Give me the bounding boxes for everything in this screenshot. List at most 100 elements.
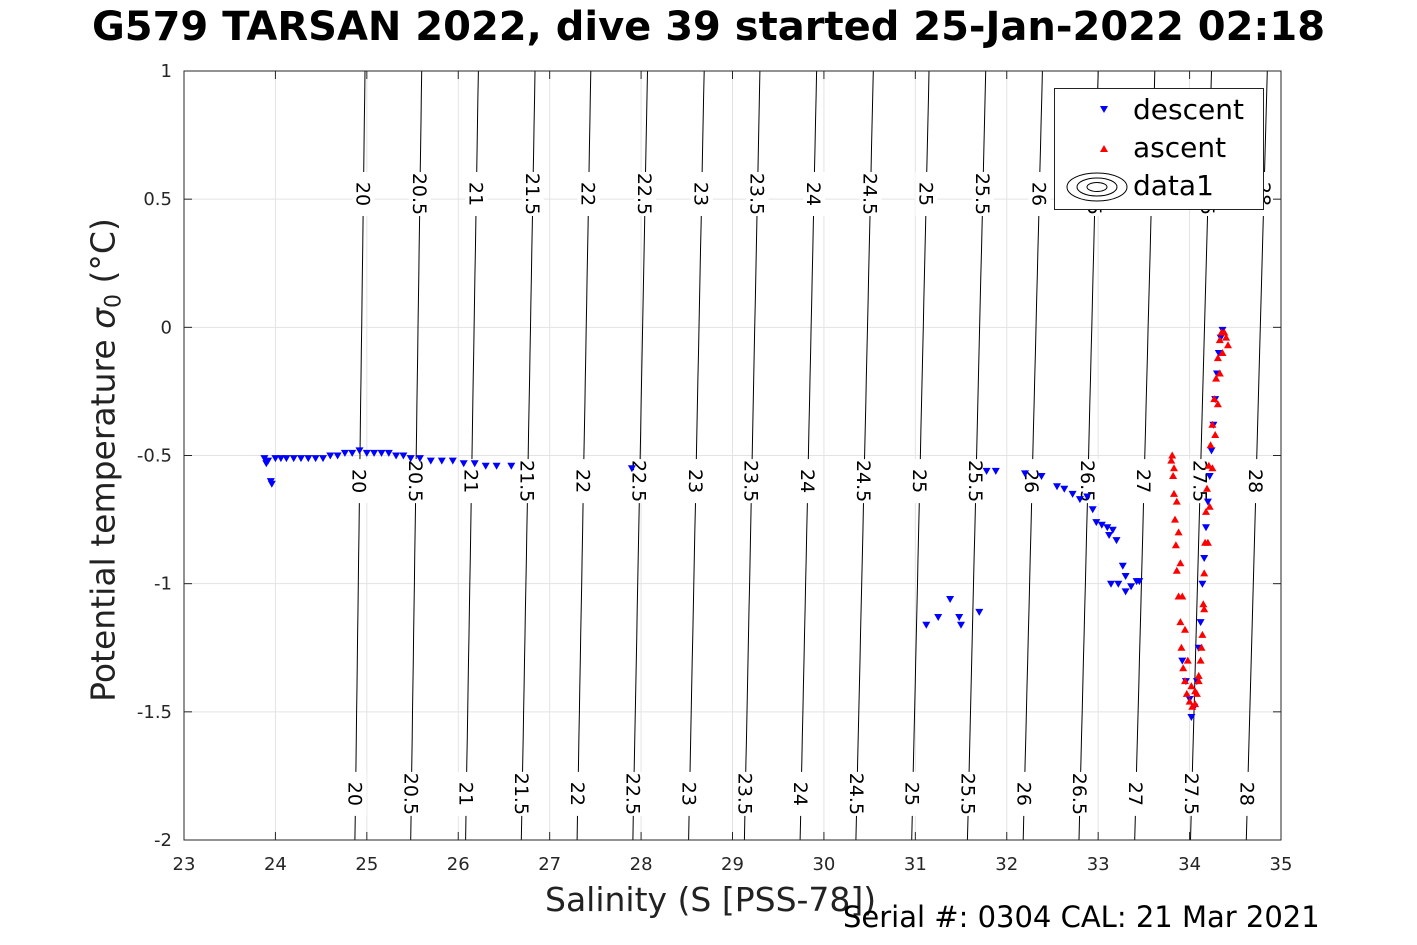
descent-point [946,596,955,603]
isopycnal-label-text: 24.5 [845,773,867,815]
ascent-point [1204,461,1213,469]
isopycnal-label-text: 21.5 [521,173,543,215]
descent-point [355,447,364,455]
isopycnal-label: 28 [1244,459,1268,504]
descent-point [340,449,349,457]
isopycnal-label-bg [465,172,488,216]
isopycnal-label-bg [740,459,763,504]
descent-point [1088,506,1097,514]
descent-point [362,449,371,457]
ascent-point [1208,464,1217,472]
ascent-point [1215,369,1224,377]
ascent-point [1203,538,1212,546]
ascent-point [1188,702,1197,710]
legend-label-descent: descent [1133,93,1244,126]
ascent-point [1211,431,1220,438]
descent-point [304,455,313,463]
ascent-point [1194,677,1203,685]
descent-point [437,457,446,465]
isopycnal-label: 23 [690,172,713,216]
descent-point [470,460,479,468]
triangle-down-marker-icon [1100,106,1108,113]
descent-point [1114,580,1123,588]
ascent-point [1224,341,1232,349]
isopycnal-label-text: 22 [572,469,594,493]
isopycnal-label: 21 [454,771,478,816]
y-tick-label: -2 [154,830,172,851]
ascent-point [1171,541,1180,549]
descent-point [1203,498,1212,506]
isopycnal-label-text: 21 [464,182,486,206]
descent-point [1037,473,1046,480]
isopycnal-label-bg [352,172,375,216]
descent-point [922,621,931,629]
ascent-point [1191,687,1200,695]
ascent-point [1215,336,1224,344]
isopycnal-label-bg [400,771,423,816]
isopycnal-label-text: 24 [796,469,818,493]
descent-point [1196,619,1205,627]
isopycnal-label: 24.5 [852,459,875,504]
x-tick-label: 25 [355,854,378,875]
ascent-point [1210,395,1219,403]
isopycnal-label-text: 24 [802,182,824,206]
isopycnal-label: 22.5 [633,172,657,216]
axis-ticks: 23 24 25 26 27 28 29 30 31 32 33 34 35 -2 -1.5 -1 -0.5 0 0… [137,61,1293,875]
isopycnal-label-text: 25 [908,469,930,493]
isopycnal-label-bg [901,771,924,816]
x-tick-label: 27 [538,854,561,875]
isopycnal-label-text: 25.5 [957,773,979,815]
ascent-point [1197,643,1206,651]
ascent-point [1183,656,1192,664]
descent-point [276,455,285,463]
x-tick-label: 30 [812,854,835,875]
isopycnal-label-bg [957,771,980,816]
ascent-point [1196,656,1205,664]
y-tick-label: 1 [161,61,172,82]
chart-title: G579 TARSAN 2022, dive 39 started 25-Jan… [91,4,1326,50]
descent-point [982,467,991,475]
isopycnal-label-text: 22.5 [622,773,644,815]
x-tick-label: 31 [904,854,927,875]
isopycnal-label-bg [572,459,595,504]
series-ascent [1167,328,1232,710]
ascent-point [1170,489,1178,497]
ascent-point [1213,354,1222,362]
isopycnal-label-text: 23.5 [745,173,767,215]
isopycnal-label-bg [511,771,534,816]
isopycnal-label-bg [796,459,819,504]
ascent-point [1194,671,1203,679]
descent-point [384,449,393,457]
isopycnal-label-bg [628,459,651,504]
isopycnal-label-bg [1189,459,1212,504]
descent-point [311,455,320,463]
ascent-point [1205,502,1214,510]
y-tick-label: -1.5 [137,702,172,723]
descent-point [627,465,636,473]
y-axis-label: Potential temperature σ0 (°C) [84,218,127,702]
isopycnal-label: 22 [572,459,595,504]
isopycnal-label-text: 26 [1012,782,1034,806]
isopycnal-label: 23 [678,771,701,816]
isopycnal-label-bg [1028,172,1051,216]
isopycnal-label: 22.5 [622,771,645,816]
descent-point [991,467,1000,475]
descent-point [319,455,327,463]
isopycnal-label: 20.5 [408,172,431,216]
x-tick-label: 24 [264,854,287,875]
isopycnal-label: 24 [796,459,819,504]
isopycnal-label-bg [790,771,813,816]
isopycnal-label: 27 [1124,771,1147,816]
ascent-point [1176,559,1185,567]
isopycnal-label-bg [577,172,600,216]
descent-point [934,614,943,621]
y-tick-label: 0.5 [143,189,172,210]
descent-point [267,480,276,488]
isopycnal-label-text: 26.5 [1076,460,1098,502]
isopycnal-label-text: 23 [684,469,706,493]
isopycnal-label-text: 23 [690,182,712,206]
isopycnal-label-text: 22 [577,182,599,206]
isopycnal-label: 25.5 [964,459,987,504]
descent-point [1112,537,1121,545]
isopycnal-label-bg [348,459,371,504]
